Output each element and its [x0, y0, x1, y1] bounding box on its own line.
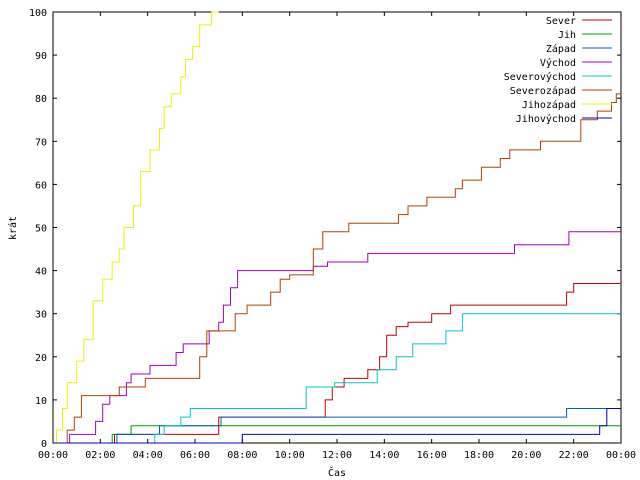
- series-line-3: [53, 408, 621, 444]
- legend-label: Jihovýchod: [516, 113, 576, 125]
- x-tick-label: 04:00: [133, 450, 163, 461]
- y-tick-label: 10: [35, 396, 47, 407]
- y-axis-label: krát: [7, 216, 19, 240]
- series-line-1: [53, 283, 621, 444]
- legend-label: Jih: [558, 30, 576, 41]
- x-tick-label: 06:00: [180, 450, 210, 461]
- series-line-4: [53, 231, 621, 444]
- y-tick-label: 70: [35, 137, 47, 148]
- legend-label: Jihozápad: [522, 99, 576, 111]
- series-lines: [53, 11, 621, 444]
- legend-label: Severozápad: [510, 85, 576, 97]
- x-tick-label: 14:00: [369, 450, 399, 461]
- legend: Sever Jih Západ Východ Severovýchod Severozáp…: [504, 16, 612, 125]
- x-tick-label: 08:00: [227, 450, 257, 461]
- series-line-6: [53, 93, 621, 444]
- x-tick-label: 18:00: [464, 450, 494, 461]
- y-tick-label: 20: [35, 353, 47, 364]
- y-tick-label: 50: [35, 224, 47, 235]
- x-tick-label: 10:00: [275, 450, 305, 461]
- legend-label: Západ: [546, 43, 576, 55]
- x-tick-label: 20:00: [511, 450, 541, 461]
- x-tick-label: 02:00: [85, 450, 115, 461]
- legend-label: Severovýchod: [504, 71, 576, 83]
- x-tick-label: 22:00: [559, 450, 589, 461]
- x-tick-label: 00:00: [606, 450, 636, 461]
- y-tick-label: 0: [41, 439, 47, 450]
- series-line-7: [53, 11, 219, 444]
- y-tick-label: 90: [35, 51, 47, 62]
- series-line-5: [53, 313, 621, 444]
- y-tick-label: 60: [35, 180, 47, 191]
- x-axis-label: Čas: [328, 466, 346, 479]
- x-tick-label: 16:00: [417, 450, 447, 461]
- series-line-8: [53, 408, 621, 444]
- legend-label: Sever: [546, 16, 576, 27]
- y-tick-label: 80: [35, 94, 47, 105]
- y-tick-label: 100: [29, 8, 47, 19]
- legend-label: Východ: [540, 57, 576, 69]
- axis-ticks: 00:00 02:00 04:00 06:00 08:00 10:00 12:00 14:00…: [29, 8, 636, 461]
- x-tick-label: 12:00: [322, 450, 352, 461]
- y-tick-label: 40: [35, 267, 47, 278]
- x-tick-label: 00:00: [38, 450, 68, 461]
- y-tick-label: 30: [35, 310, 47, 321]
